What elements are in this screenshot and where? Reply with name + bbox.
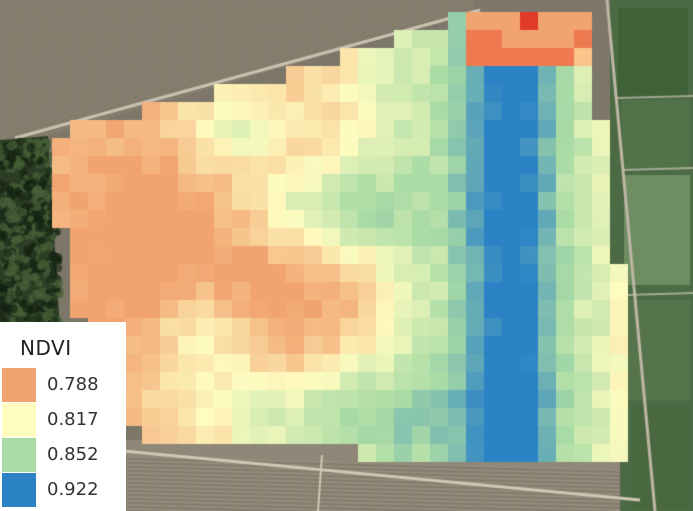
- legend-item-high: 0.922: [0, 473, 126, 507]
- legend-swatch: [2, 368, 36, 402]
- legend-title: NDVI: [20, 336, 72, 360]
- legend-value: 0.922: [47, 479, 99, 500]
- legend-value: 0.817: [47, 409, 99, 430]
- legend-swatch: [2, 473, 36, 507]
- legend-swatch: [2, 403, 36, 437]
- legend-item-low: 0.788: [0, 368, 126, 402]
- legend-value: 0.788: [47, 374, 99, 395]
- legend-item-mid-high: 0.852: [0, 438, 126, 472]
- legend: NDVI 0.788 0.817 0.852 0.922: [0, 322, 126, 511]
- legend-swatch: [2, 438, 36, 472]
- legend-value: 0.852: [47, 444, 99, 465]
- legend-item-mid-low: 0.817: [0, 403, 126, 437]
